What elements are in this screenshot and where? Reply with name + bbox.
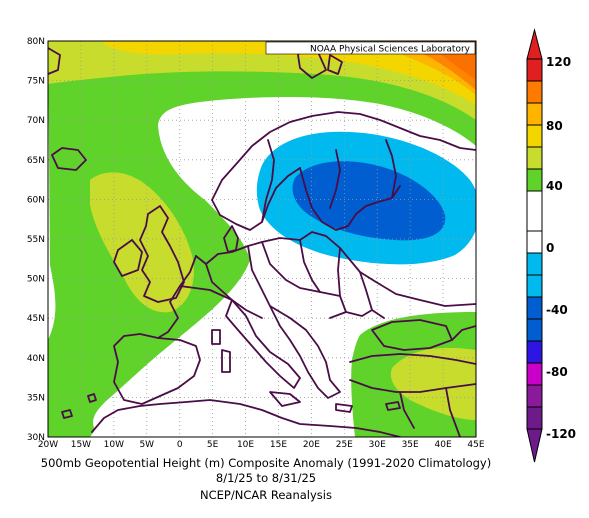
longitude-tick-label: 15W	[71, 440, 91, 450]
longitude-tick-labels: 20W 15W 10W 5W 0 5E 10E 15E 20E 25E 30E 35E 40E 45E	[38, 440, 485, 450]
colorbar-arrow-top	[526, 28, 543, 60]
colorbar-band-60	[526, 124, 543, 148]
negative-anomaly-blue-core	[292, 161, 446, 241]
colorbar-label-120: 120	[546, 55, 571, 69]
longitude-tick-label: 5W	[139, 440, 154, 450]
colorbar-band-80	[526, 102, 543, 126]
colorbar-band-40	[526, 146, 543, 170]
longitude-tick-label: 30E	[369, 440, 386, 450]
colorbar-label-m80: -80	[546, 365, 568, 379]
latitude-tick-label: 55N	[27, 235, 45, 245]
colorbar-band-minus120a	[526, 384, 543, 408]
latitude-tick-label: 70N	[27, 116, 45, 126]
map-panel	[48, 41, 476, 437]
colorbar-band-120	[526, 58, 543, 82]
latitude-tick-label: 60N	[27, 195, 45, 205]
colorbar-label-40: 40	[546, 179, 563, 193]
longitude-tick-label: 40E	[435, 440, 452, 450]
coastlines-and-borders	[48, 44, 476, 437]
latitude-tick-label: 30N	[27, 433, 45, 443]
latitude-tick-label: 80N	[27, 37, 45, 47]
longitude-tick-label: 45E	[467, 440, 484, 450]
colorbar-band-0	[526, 230, 543, 254]
colorbar-label-80: 80	[546, 119, 563, 133]
colorbar-arrow-bottom	[526, 428, 543, 463]
colorbar-band-zero	[526, 190, 543, 232]
latitude-tick-labels: 30N 35N 40N 45N 50N 55N 60N 65N 70N 75N 80N	[27, 37, 45, 443]
latitude-tick-label: 35N	[27, 393, 45, 403]
longitude-tick-label: 0	[177, 440, 183, 450]
colorbar-band-100	[526, 80, 543, 104]
longitude-tick-label: 20W	[38, 440, 58, 450]
colorbar-band-minus60	[526, 296, 543, 320]
latitude-tick-label: 50N	[27, 275, 45, 285]
graticule	[48, 41, 476, 437]
longitude-tick-label: 15E	[270, 440, 287, 450]
longitude-tick-label: 5E	[207, 440, 219, 450]
caption-date-range: 8/1/25 to 8/31/25	[215, 471, 317, 485]
colorbar-band-minus120	[526, 406, 543, 430]
latitude-tick-label: 65N	[27, 156, 45, 166]
longitude-tick-label: 25E	[336, 440, 353, 450]
latitude-tick-label: 45N	[27, 314, 45, 324]
longitude-tick-label: 35E	[402, 440, 419, 450]
colorbar-label-0: 0	[546, 241, 554, 255]
colorbar-band-20	[526, 168, 543, 192]
latitude-tick-label: 75N	[27, 77, 45, 87]
caption-source: NCEP/NCAR Reanalysis	[200, 488, 332, 502]
caption-title: 500mb Geopotential Height (m) Composite …	[40, 456, 492, 470]
colorbar-band-minus20	[526, 252, 543, 276]
credit-label: NOAA Physical Sciences Laboratory	[310, 45, 471, 55]
longitude-tick-label: 10E	[237, 440, 254, 450]
map-frame	[47, 40, 477, 438]
longitude-tick-label: 20E	[303, 440, 320, 450]
colorbar-band-minus100	[526, 362, 543, 386]
longitude-tick-label: 10W	[104, 440, 124, 450]
colorbar-label-m120: -120	[546, 427, 576, 441]
colorbar-band-minus80	[526, 340, 543, 364]
colorbar-band-minus80a	[526, 318, 543, 342]
positive-anomaly-yellow-southeast	[390, 347, 476, 420]
colorbar-band-minus40	[526, 274, 543, 298]
colorbar: 120 80 40 0 -40 -80 -120	[526, 28, 576, 463]
positive-anomaly-gold-arctic	[100, 41, 476, 105]
colorbar-label-m40: -40	[546, 303, 568, 317]
latitude-tick-label: 40N	[27, 354, 45, 364]
credit-box	[265, 41, 476, 55]
